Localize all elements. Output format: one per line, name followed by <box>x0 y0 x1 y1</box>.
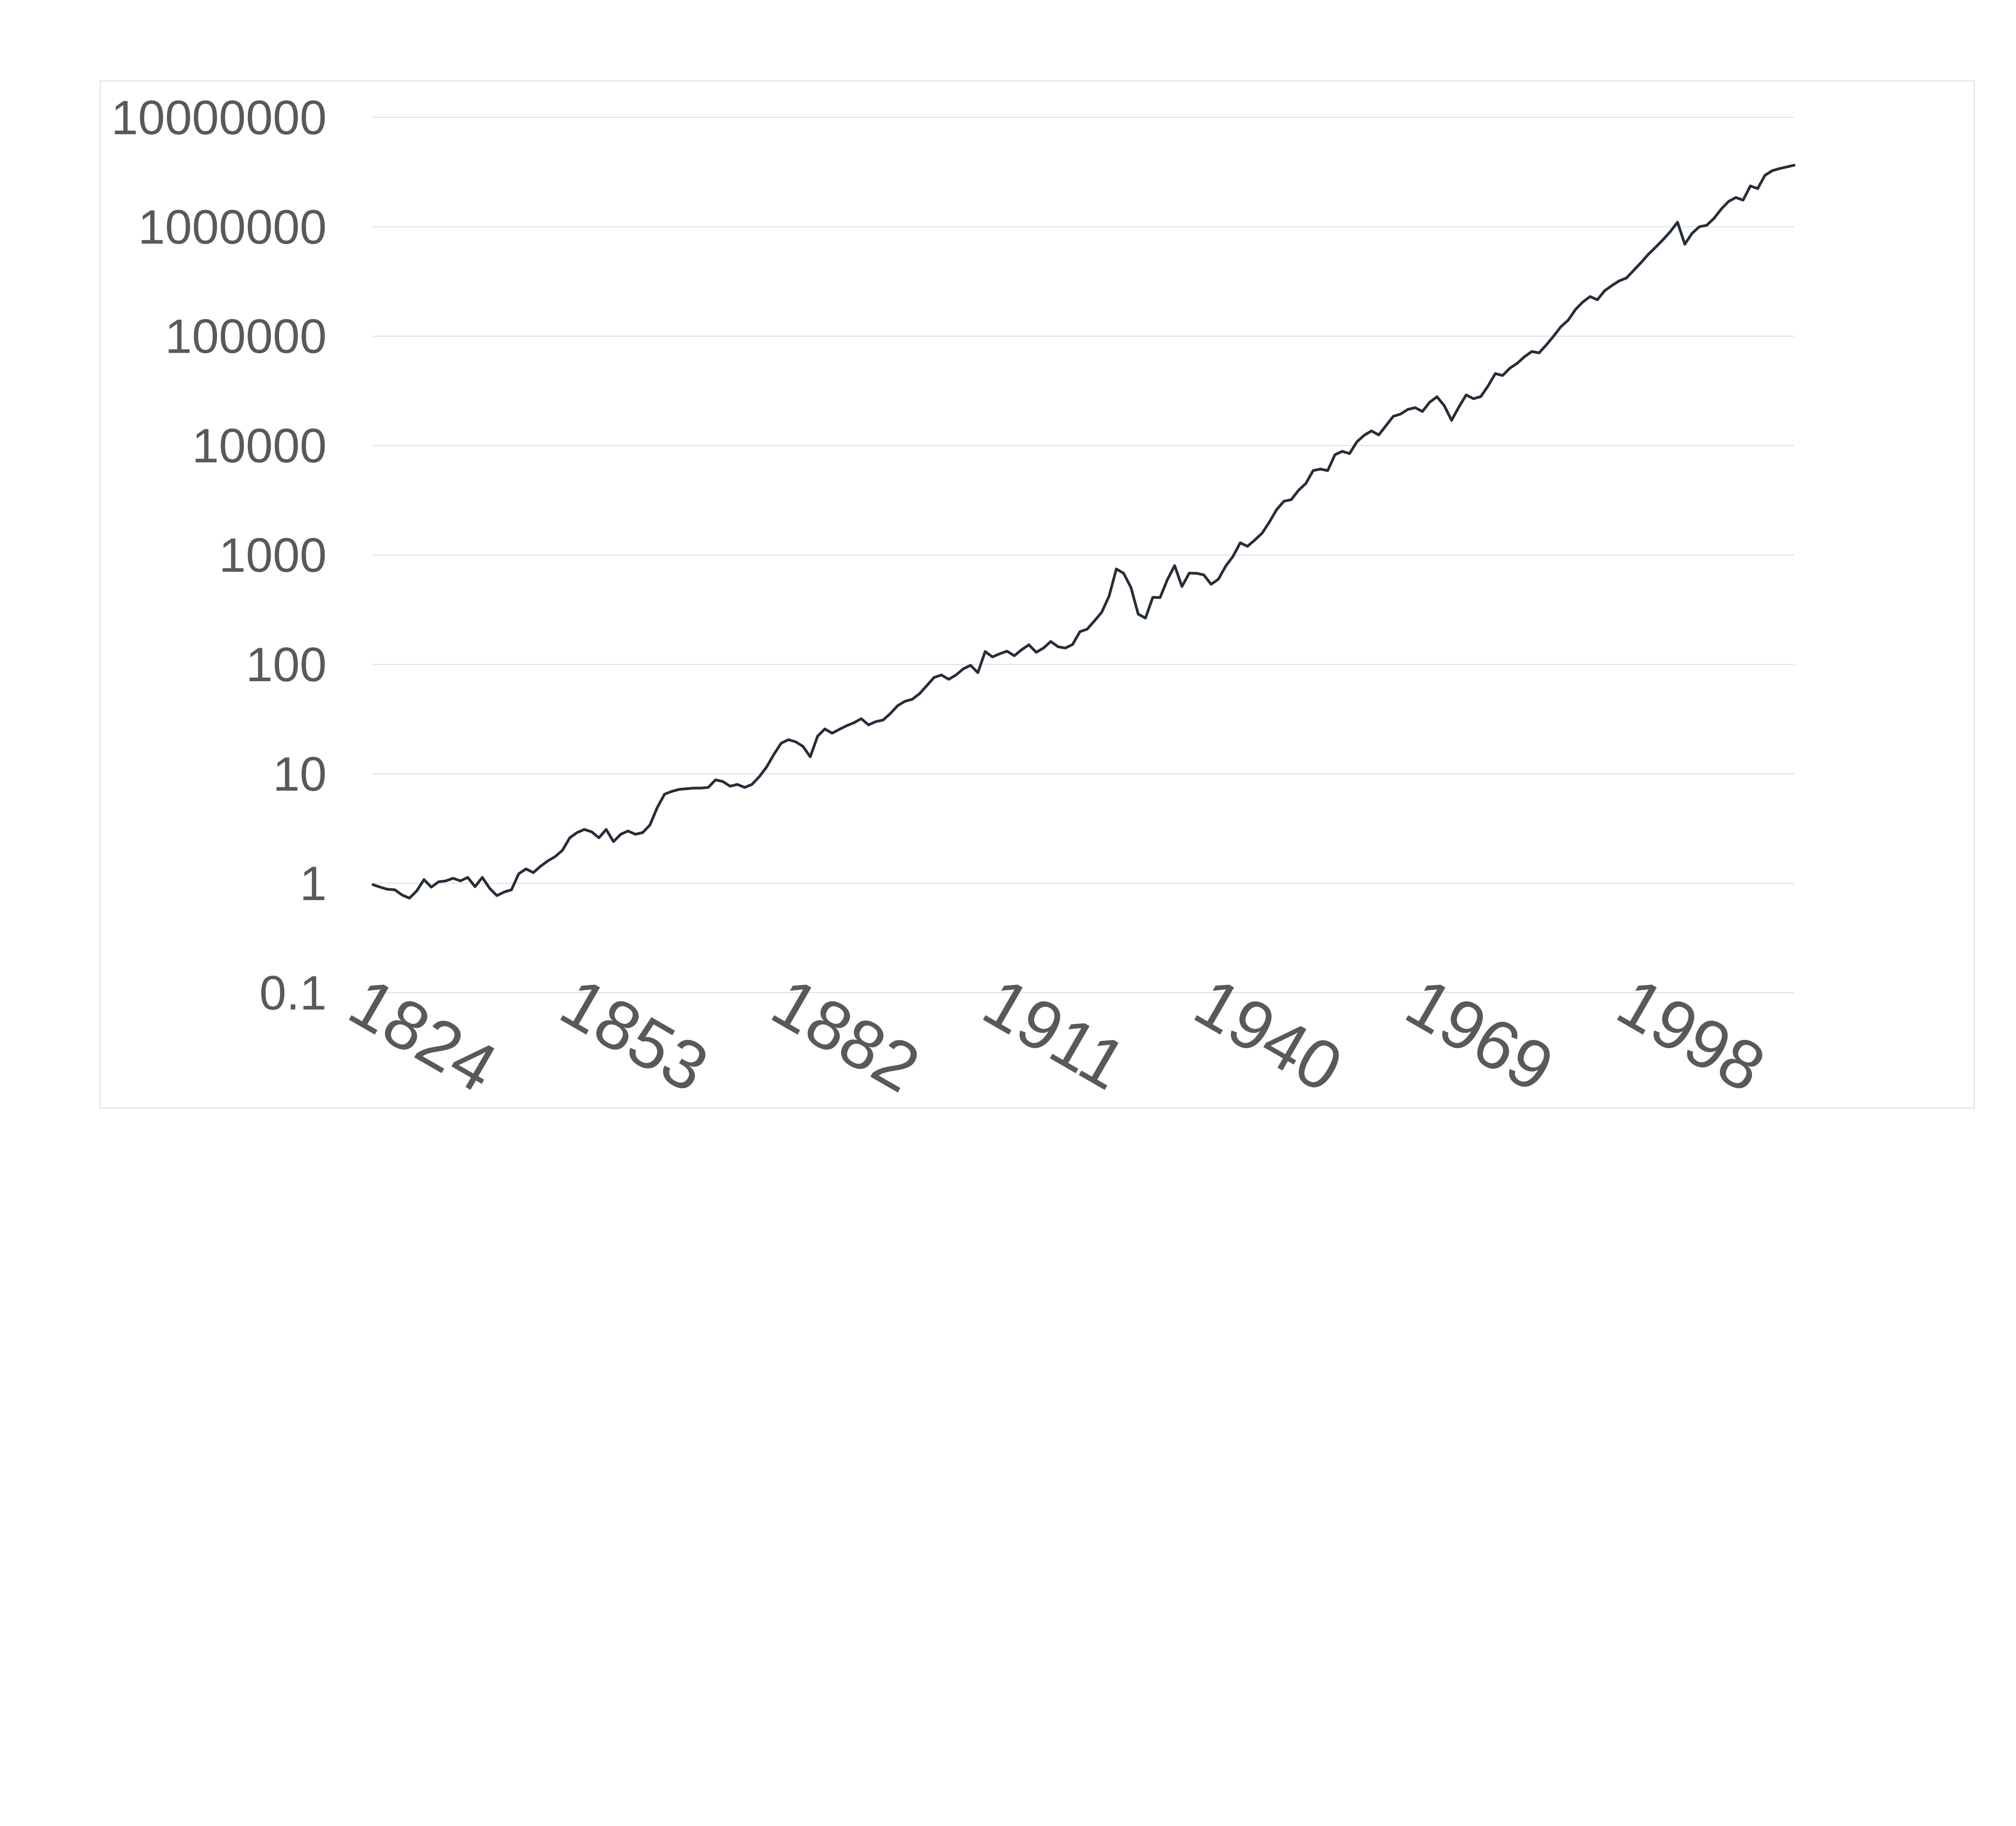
y-axis-tick-label: 0.1 <box>259 966 327 1020</box>
gridline-group <box>373 117 1794 993</box>
y-axis-tick-label: 100 <box>246 638 327 692</box>
log-scale-growth-line-chart: 1000000010000001000001000010001001010.1 … <box>100 80 1975 1108</box>
y-axis-tick-label: 1000000 <box>138 200 327 254</box>
y-axis-tick-label: 10000000 <box>111 91 327 145</box>
y-axis-label-group: 10000000 1000000 100000 10000 1000 100 10 1 0.1 <box>111 91 327 1020</box>
data-series-line <box>371 164 1796 900</box>
y-axis-tick-label: 100000 <box>165 310 327 364</box>
y-axis-tick-label: 10 <box>273 747 327 801</box>
y-axis-tick-label: 1000 <box>219 528 327 582</box>
chart-area-border <box>100 80 1975 1108</box>
y-axis-tick-label: 1 <box>300 857 327 911</box>
chart-container: 10000000 1000000 100000 10000 1000 100 10 1 0.1 … <box>100 80 1975 1108</box>
y-axis-tick-label: 10000 <box>192 419 327 473</box>
series-group <box>371 164 1796 900</box>
